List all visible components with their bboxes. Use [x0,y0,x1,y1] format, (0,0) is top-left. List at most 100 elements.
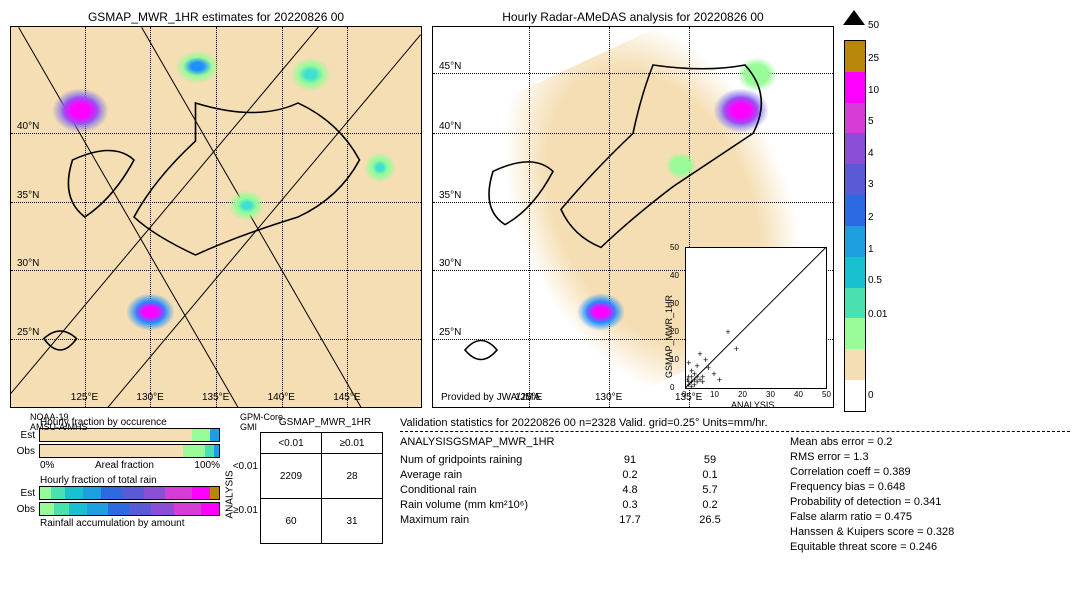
metric-row: Hanssen & Kuipers score = 0.328 [790,526,1070,538]
stats-v1: 0.3 [590,499,670,511]
bar-segment [129,503,150,515]
bars-title2: Hourly fraction of total rain [40,475,220,486]
map1-title: GSMAP_MWR_1HR estimates for 20220826 00 [10,10,422,24]
stats-row: Conditional rain 4.8 5.7 [400,484,760,496]
stats-v2: 0.1 [670,469,750,481]
bar-segment [108,503,129,515]
stats-v2: 5.7 [670,484,750,496]
bottom-row: Hourly fraction by occurence EstObs 0% A… [10,417,1070,556]
scatter-point: + [695,372,700,382]
bar-segment [51,487,65,499]
map1-box: 25°N30°N35°N40°N125°E130°E135°E140°E145°… [10,26,422,408]
colorbar-segment [845,380,865,411]
colorbar-segment [845,133,865,164]
scatter-point: + [725,327,730,337]
top-row: GSMAP_MWR_1HR estimates for 20220826 00 … [10,10,1070,412]
bars-panel: Hourly fraction by occurence EstObs 0% A… [10,417,220,556]
metric-row: False alarm ratio = 0.475 [790,511,1070,523]
colorbar-segment [845,288,865,319]
stats-v2: 0.2 [670,499,750,511]
bar-segment [165,487,192,499]
bar-segment [101,487,122,499]
scatter-inset: +++++++++++++++++++++++++001010202030304… [685,247,827,389]
metric-label: False alarm ratio = [790,511,881,523]
bar-segment [40,445,183,457]
contingency-panel: GSMAP_MWR_1HR ANALYSIS <0.01≥0.012209286… [230,417,390,556]
contingency-table: <0.01≥0.012209286031 [260,432,383,544]
coastline [11,27,421,407]
ct-cell: 2209 [261,454,322,499]
bar-segment [151,503,174,515]
stats-row: Average rain 0.2 0.1 [400,469,760,481]
ct-cell: 31 [322,499,383,544]
ct-col-header: ≥0.01 [322,433,383,454]
bar-segment [87,503,108,515]
scatter-point: + [686,358,691,368]
metric-value: 0.475 [881,511,912,523]
scatter-point: + [734,344,739,354]
metric-label: Frequency bias = [790,481,875,493]
colorbar-segment [845,103,865,134]
metric-row: Mean abs error = 0.2 [790,436,1070,448]
stats-panel: Validation statistics for 20220826 00 n=… [400,417,1070,556]
colorbar-segment [845,164,865,195]
bar-segment [54,503,68,515]
stats-label: Average rain [400,469,590,481]
scatter-ylabel: GSMAP_MWR_1HR [664,295,674,378]
ct-col-header: <0.01 [261,433,322,454]
colorbar-segment [845,41,865,72]
stats-v2: 26.5 [670,514,750,526]
stats-label: Maximum rain [400,514,590,526]
colorbar-label: 25 [868,53,879,64]
colorbar-label: 5 [868,116,874,127]
bar-segment [210,429,219,441]
colorbar-label: 0 [868,390,874,401]
bars-title3: Rainfall accumulation by amount [40,518,220,529]
stats-v1: 4.8 [590,484,670,496]
colorbar-arrow-icon [843,10,865,25]
ct-row-header: ≥0.01 [228,505,258,516]
map1-panel: GSMAP_MWR_1HR estimates for 20220826 00 … [10,10,422,412]
stats-label: Rain volume (mm km²10⁶) [400,499,590,511]
stats-v2: 59 [670,454,750,466]
scatter-xlabel: ANALYSIS [731,400,774,408]
scatter-point: + [703,355,708,365]
colorbar-label: 1 [868,244,874,255]
map2-title: Hourly Radar-AMeDAS analysis for 2022082… [432,10,834,24]
bar-outer [39,486,220,500]
metric-label: Correlation coeff = [790,466,880,478]
metric-value: 0.328 [924,526,955,538]
map2-box: 25°N30°N35°N40°N45°N125°E130°E135°EProvi… [432,26,834,408]
stats-label: Conditional rain [400,484,590,496]
metric-row: Frequency bias = 0.648 [790,481,1070,493]
bar-segment [192,487,210,499]
colorbar-segment [845,318,865,349]
stats-v1: 0.2 [590,469,670,481]
bar-row-label: Obs [10,504,39,515]
bar-segment [65,487,83,499]
metric-label: Hanssen & Kuipers score = [790,526,924,538]
map2-panel: Hourly Radar-AMeDAS analysis for 2022082… [432,10,834,412]
scatter-point: + [700,377,705,387]
bar-segment [144,487,165,499]
xaxis-max: 100% [194,460,220,471]
metric-label: Equitable threat score = [790,541,907,553]
bar-segment [122,487,143,499]
bar-segment [174,503,201,515]
ct-cell: 60 [261,499,322,544]
metric-row: RMS error = 1.3 [790,451,1070,463]
stats-v1: 91 [590,454,670,466]
stats-row: Num of gridpoints raining 91 59 [400,454,760,466]
scatter-point: + [711,369,716,379]
metric-row: Equitable threat score = 0.246 [790,541,1070,553]
bar-segment [214,445,219,457]
metrics-list: Mean abs error = 0.2 RMS error = 1.3 Corre… [790,436,1070,556]
bar-segment [201,503,219,515]
metric-label: Probability of detection = [790,496,911,508]
metric-label: Mean abs error = [790,436,874,448]
colorbar-label: 4 [868,148,874,159]
metric-row: Probability of detection = 0.341 [790,496,1070,508]
bar-segment [205,445,214,457]
bar-segment [183,445,204,457]
stats-row: Maximum rain 17.7 26.5 [400,514,760,526]
